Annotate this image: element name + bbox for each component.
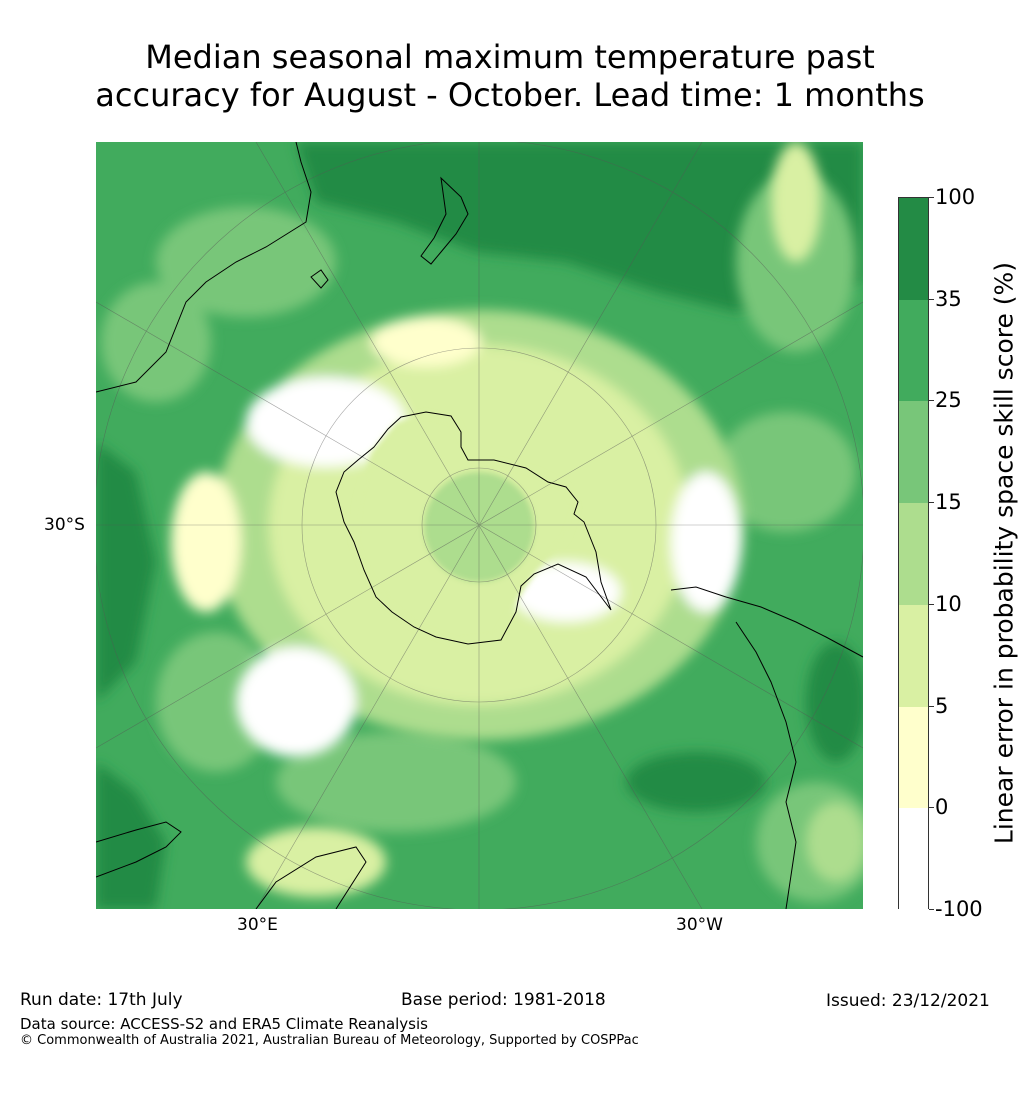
colorbar-tick-mark <box>929 807 934 809</box>
base-period: Base period: 1981-2018 <box>401 990 606 1010</box>
colorbar-segment <box>899 706 928 809</box>
colorbar-tick-mark <box>929 502 934 504</box>
new-zealand-coast <box>420 176 469 265</box>
run-date: Run date: 17th July <box>20 990 183 1010</box>
colorbar-tick-label: 35 <box>935 286 962 311</box>
polar-map-svg <box>96 142 863 909</box>
australia-coast <box>96 142 312 393</box>
colorbar-tick-mark <box>929 197 934 198</box>
lat-label-30s: 30°S <box>44 515 85 535</box>
colorbar-segment <box>899 604 928 707</box>
colorbar-tick-label: 5 <box>935 693 949 718</box>
colorbar-tick-mark <box>929 705 934 707</box>
map-title: Median seasonal maximum temperature past… <box>0 38 1020 114</box>
colorbar-tick-label: 0 <box>935 795 949 820</box>
colorbar-title: Linear error in probability space skill … <box>989 261 1019 845</box>
coastlines <box>96 142 863 909</box>
colorbar-tick-label: 15 <box>935 490 962 515</box>
colorbar-tick-label: 10 <box>935 591 962 616</box>
south-america-coast-2 <box>735 621 797 909</box>
colorbar-tick-label: -100 <box>935 897 983 921</box>
africa-coast-2 <box>255 846 367 909</box>
colorbar-segment <box>899 808 928 910</box>
colorbar-tick-label: 25 <box>935 388 962 413</box>
colorbar-tick-mark <box>929 909 934 910</box>
colorbar-segment <box>899 299 928 402</box>
colorbar-segment <box>899 401 928 504</box>
lon-label-30w: 30°W <box>676 915 723 935</box>
colorbar <box>898 197 929 910</box>
antarctica-coast <box>335 411 612 645</box>
graticule <box>96 142 863 909</box>
colorbar-tick-label: 100 <box>935 185 976 209</box>
copyright: © Commonwealth of Australia 2021, Austra… <box>20 1033 639 1048</box>
south-america-coast <box>670 586 863 658</box>
colorbar-segment <box>899 198 928 300</box>
colorbar-segment <box>899 503 928 605</box>
polar-map <box>96 142 863 909</box>
title-line-2: accuracy for August - October. Lead time… <box>95 76 925 114</box>
colorbar-tick-mark <box>929 298 934 300</box>
africa-coast <box>96 821 182 878</box>
tasmania-coast <box>310 269 329 289</box>
lon-label-30e: 30°E <box>237 915 278 935</box>
colorbar-tick-mark <box>929 603 934 605</box>
issued-date: Issued: 23/12/2021 <box>826 991 990 1011</box>
title-line-1: Median seasonal maximum temperature past <box>145 38 875 76</box>
colorbar-tick-mark <box>929 400 934 402</box>
data-source: Data source: ACCESS-S2 and ERA5 Climate … <box>20 1015 428 1033</box>
